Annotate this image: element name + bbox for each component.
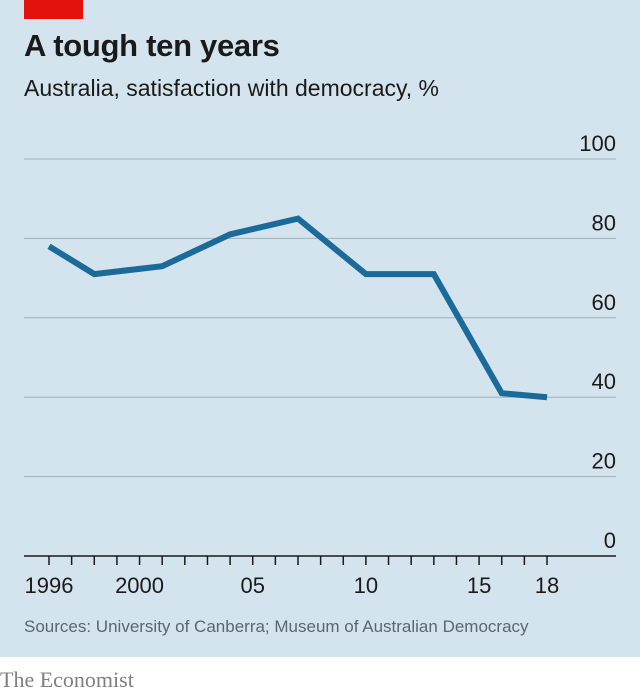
chart-subtitle: Australia, satisfaction with democracy, … xyxy=(24,75,440,101)
x-tick-label: 05 xyxy=(240,573,264,598)
y-tick-label: 0 xyxy=(604,528,616,553)
x-tick-label: 1996 xyxy=(25,573,74,598)
y-tick-label: 80 xyxy=(592,210,616,235)
x-tick-label: 10 xyxy=(354,573,378,598)
source-note: Sources: University of Canberra; Museum … xyxy=(24,617,529,636)
x-axis xyxy=(24,555,616,565)
series-layer xyxy=(47,215,548,401)
y-tick-label: 100 xyxy=(579,131,616,156)
y-tick-label: 20 xyxy=(592,449,616,474)
x-axis-labels: 1996 2000 05 10 15 18 xyxy=(25,573,560,598)
brand-tag xyxy=(24,0,83,19)
y-tick-label: 40 xyxy=(592,369,616,394)
chart-title: A tough ten years xyxy=(24,28,280,63)
y-axis-labels: 0 20 40 60 80 100 xyxy=(579,131,616,553)
publisher-logo: The Economist xyxy=(0,667,134,692)
y-tick-label: 60 xyxy=(592,290,616,315)
x-tick-label: 2000 xyxy=(115,573,164,598)
x-tick-label: 18 xyxy=(535,573,559,598)
chart-panel xyxy=(0,0,640,657)
x-tick-label: 15 xyxy=(467,573,491,598)
series-line-0 xyxy=(47,215,548,401)
line-chart: 0 20 40 60 80 100 1996 2000 05 10 15 18 xyxy=(24,131,616,598)
grid-lines xyxy=(24,158,616,478)
